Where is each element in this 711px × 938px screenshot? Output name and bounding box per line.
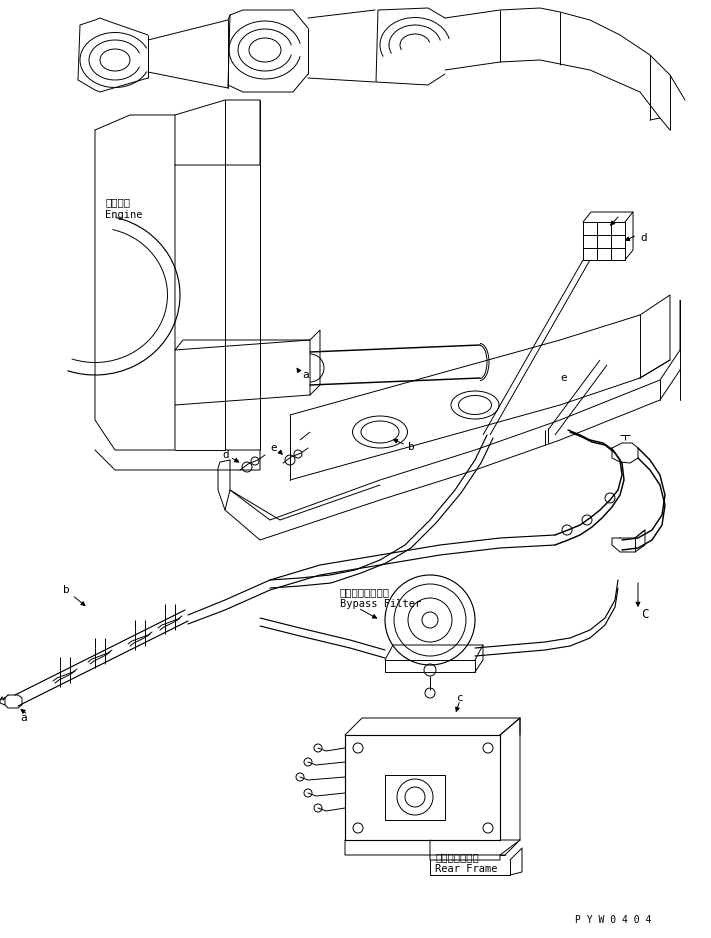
Text: b: b: [408, 442, 415, 452]
Text: C: C: [641, 609, 648, 622]
Text: エンジン: エンジン: [105, 197, 130, 207]
Text: d: d: [222, 450, 229, 460]
Text: c: c: [457, 693, 464, 703]
Text: a: a: [302, 370, 309, 380]
Text: Bypass Filter: Bypass Filter: [340, 599, 421, 609]
Text: リヤーフレーム: リヤーフレーム: [435, 852, 479, 862]
Text: b: b: [63, 585, 70, 595]
Text: P Y W 0 4 0 4: P Y W 0 4 0 4: [575, 915, 651, 925]
Text: Rear Frame: Rear Frame: [435, 864, 498, 874]
Text: d: d: [640, 233, 647, 243]
Text: バイパスフィルタ: バイパスフィルタ: [340, 587, 390, 597]
Text: e: e: [270, 443, 277, 453]
Text: Engine: Engine: [105, 210, 142, 220]
Text: e: e: [560, 373, 567, 383]
Text: a: a: [20, 713, 27, 723]
